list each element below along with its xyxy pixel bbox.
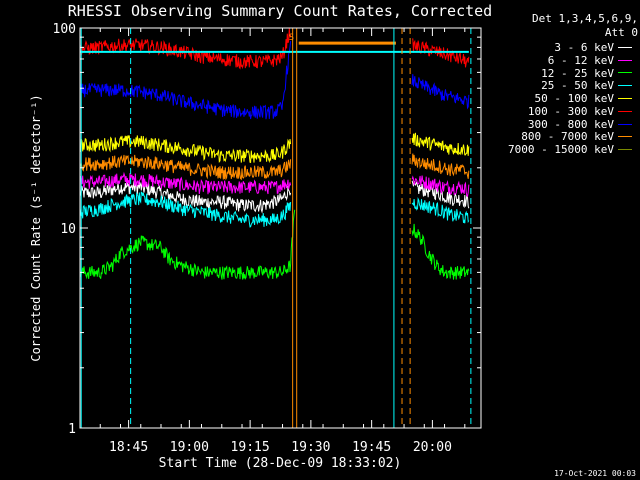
y-tick-label: 100 [53, 22, 76, 37]
legend-title-line: Att 0 [604, 26, 638, 39]
series-line-4-1 [411, 132, 470, 156]
series-line-2-0 [79, 209, 296, 281]
legend-label: 100 - 300 keV [527, 104, 614, 118]
x-tick-label: 19:15 [231, 440, 270, 455]
series-line-5-1 [412, 38, 470, 68]
series-line-4-0 [79, 135, 292, 164]
annotation-s: S [289, 33, 294, 43]
legend-item: 7000 - 15000 keV [482, 143, 632, 156]
series-line-0-1 [411, 179, 470, 209]
series-line-1-1 [411, 175, 470, 198]
legend-label: 6 - 12 keV [547, 53, 614, 67]
legend-swatch [618, 149, 632, 151]
legend-label: 12 - 25 keV [541, 66, 614, 80]
legend-item: 800 - 7000 keV [482, 130, 632, 144]
x-axis-label: Start Time (28-Dec-09 18:33:02) [159, 456, 402, 471]
legend-label: 800 - 7000 keV [521, 130, 614, 144]
legend-label: 3 - 6 keV [554, 40, 614, 54]
legend-swatch [618, 98, 632, 100]
y-axis-label: Corrected Count Rate (s⁻¹ detector⁻¹) [29, 94, 43, 361]
traces-layer [79, 28, 470, 281]
series-line-5-0 [79, 28, 292, 70]
legend-item: 300 - 800 keV [482, 118, 632, 131]
chart-title: RHESSI Observing Summary Count Rates, Co… [68, 2, 492, 20]
legend-swatch [618, 136, 632, 138]
legend-label: 300 - 800 keV [527, 117, 614, 131]
x-tick-label: 19:30 [291, 440, 330, 455]
series-line-6-1 [411, 74, 470, 110]
series-line-3-0 [79, 191, 292, 228]
x-tick-label: 18:45 [109, 440, 148, 455]
legend-swatch [618, 85, 632, 87]
x-tick-label: 19:00 [170, 440, 209, 455]
legend-swatch [618, 123, 632, 125]
x-tick-label: 20:00 [413, 440, 452, 455]
legend-swatch [618, 110, 632, 112]
y-tick-label: 1 [68, 422, 76, 437]
legend: 3 - 6 keV 6 - 12 keV 12 - 25 keV 25 - 50 ke… [482, 41, 632, 156]
x-tick-label: 19:45 [352, 440, 391, 455]
legend-swatch [618, 59, 632, 61]
legend-label: 25 - 50 keV [541, 79, 614, 93]
legend-title: Det 1,3,4,5,6,9, Att 0 [498, 12, 638, 40]
generated-timestamp: 17-Oct-2021 00:03 [554, 469, 636, 478]
legend-item: 25 - 50 keV [482, 79, 632, 92]
series-line-0-0 [79, 180, 292, 214]
legend-item: 100 - 300 keV [482, 105, 632, 118]
legend-item: 12 - 25 keV [482, 67, 632, 80]
legend-label: 7000 - 15000 keV [508, 143, 614, 157]
series-line-2-1 [411, 223, 470, 280]
axes-layer: 1 10 100 18:45 19:00 19:15 19:30 19:45 20:00 [53, 22, 481, 455]
legend-item: 6 - 12 keV [482, 54, 632, 67]
legend-swatch [618, 46, 632, 48]
series-line-6-0 [79, 41, 292, 120]
y-tick-label: 10 [60, 222, 76, 237]
legend-item: 50 - 100 keV [482, 92, 632, 105]
series-line-7-0 [79, 154, 292, 181]
legend-swatch [618, 72, 632, 74]
series-line-7-1 [411, 153, 470, 179]
legend-title-line: Det 1,3,4,5,6,9, [532, 12, 638, 25]
legend-item: 3 - 6 keV [482, 41, 632, 54]
legend-label: 50 - 100 keV [534, 92, 614, 106]
series-line-1-0 [79, 171, 292, 195]
series-line-3-1 [411, 197, 470, 224]
